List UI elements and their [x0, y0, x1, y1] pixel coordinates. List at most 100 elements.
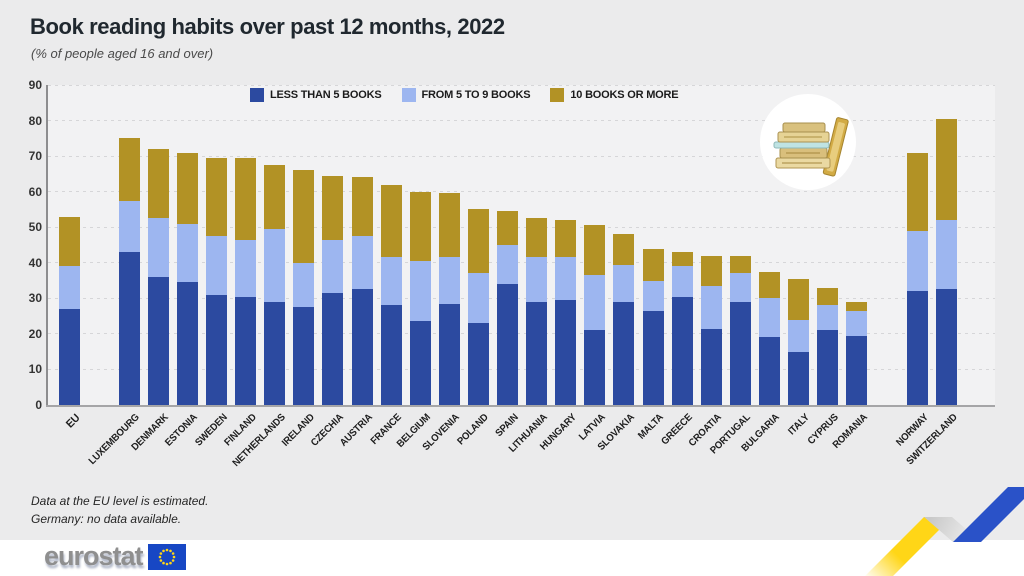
bar-segment-estonia-0	[176, 282, 198, 405]
bar-segment-netherlands-2	[264, 165, 286, 230]
bar-segment-greece-1	[671, 266, 693, 297]
footnote-germany: Germany: no data available.	[31, 512, 182, 526]
bar-segment-malta-2	[642, 248, 664, 281]
gridline-50	[48, 226, 995, 228]
bar-segment-poland-1	[467, 273, 489, 324]
bar-segment-slovakia-1	[613, 264, 635, 302]
bar-segment-hungary-0	[555, 300, 577, 405]
bar-segment-bulgaria-0	[758, 337, 780, 405]
bar-hungary	[555, 220, 577, 405]
bar-segment-portugal-0	[729, 301, 751, 405]
bar-segment-sweden-1	[206, 236, 227, 295]
bar-lithuania	[526, 218, 548, 405]
bar-segment-italy-1	[788, 319, 809, 352]
bar-cyprus	[817, 287, 839, 405]
bar-segment-greece-0	[671, 296, 693, 405]
bar-malta	[642, 248, 664, 405]
bar-portugal	[729, 255, 751, 405]
bar-norway	[907, 152, 928, 405]
bar-segment-france-2	[380, 184, 402, 258]
bar-greece	[671, 252, 693, 405]
bar-denmark	[147, 149, 169, 405]
bar-slovenia	[438, 193, 460, 405]
bar-slovakia	[613, 234, 635, 405]
bar-segment-cyprus-2	[817, 287, 839, 306]
bar-segment-romania-0	[846, 335, 868, 405]
bar-segment-austria-1	[351, 236, 373, 290]
bar-segment-denmark-1	[147, 218, 169, 277]
bar-segment-lithuania-0	[526, 301, 548, 405]
bar-segment-ireland-1	[293, 262, 315, 308]
bar-croatia	[700, 255, 722, 405]
legend-swatch-icon	[250, 88, 264, 102]
y-tick-label-40: 40	[28, 255, 42, 270]
bar-segment-ireland-2	[293, 170, 315, 263]
legend-label: FROM 5 TO 9 BOOKS	[421, 89, 531, 101]
gridline-90	[48, 84, 995, 86]
legend-swatch-icon	[550, 88, 565, 102]
y-tick-label-20: 20	[28, 326, 42, 341]
bar-segment-cyprus-1	[817, 305, 839, 331]
bar-segment-netherlands-1	[264, 229, 286, 302]
bar-estonia	[176, 152, 198, 405]
bar-segment-finland-0	[235, 296, 257, 405]
bar-segment-sweden-0	[206, 294, 227, 405]
bar-segment-czechia-0	[322, 292, 344, 405]
gridline-30	[48, 297, 995, 299]
bar-ireland	[293, 170, 315, 405]
bar-segment-finland-1	[235, 239, 257, 297]
bar-finland	[235, 157, 257, 405]
y-tick-label-80: 80	[28, 113, 42, 128]
bar-segment-italy-2	[788, 278, 809, 320]
bar-segment-luxembourg-0	[118, 252, 140, 405]
page-title: Book reading habits over past 12 months,…	[30, 14, 505, 39]
bar-segment-spain-1	[497, 245, 518, 285]
books-badge	[760, 94, 856, 190]
eurostat-logo: eurostat	[44, 543, 186, 570]
bar-segment-latvia-0	[584, 330, 606, 405]
bar-sweden	[206, 157, 227, 405]
y-tick-label-70: 70	[28, 149, 42, 164]
bar-segment-austria-2	[351, 177, 373, 237]
bar-segment-eu-1	[58, 266, 80, 309]
bar-czechia	[322, 175, 344, 405]
bar-segment-czechia-1	[322, 239, 344, 293]
bar-belgium	[409, 191, 431, 405]
y-tick-label-50: 50	[28, 220, 42, 235]
bar-segment-greece-2	[671, 252, 693, 267]
bar-segment-estonia-2	[176, 152, 198, 224]
bar-segment-spain-2	[497, 211, 518, 245]
bar-latvia	[584, 225, 606, 405]
bar-segment-france-0	[380, 305, 402, 405]
bar-segment-bulgaria-2	[758, 271, 780, 299]
bar-segment-denmark-0	[147, 277, 169, 405]
bar-austria	[351, 177, 373, 405]
eu-flag-icon	[147, 543, 186, 570]
bar-segment-bulgaria-1	[758, 298, 780, 338]
bar-segment-spain-0	[497, 284, 518, 405]
bar-segment-belgium-0	[409, 321, 431, 405]
bar-segment-switzerland-1	[936, 220, 958, 290]
bar-eu	[58, 216, 80, 405]
bar-segment-austria-0	[351, 289, 373, 405]
bar-segment-belgium-1	[409, 261, 431, 322]
legend-swatch-icon	[401, 88, 416, 102]
y-tick-label-60: 60	[28, 184, 42, 199]
book-stack-icon	[773, 117, 849, 177]
bar-italy	[788, 278, 809, 405]
y-axis-line	[46, 85, 48, 406]
bar-segment-hungary-1	[555, 257, 577, 301]
bar-segment-portugal-2	[729, 255, 751, 274]
bar-segment-slovakia-2	[613, 234, 635, 265]
y-tick-label-10: 10	[28, 362, 42, 377]
legend-label: 10 BOOKS OR MORE	[570, 89, 679, 101]
bar-segment-finland-2	[235, 157, 257, 240]
footnote-eu-estimated: Data at the EU level is estimated.	[31, 494, 209, 508]
bar-segment-lithuania-2	[526, 218, 548, 258]
legend-item-0: LESS THAN 5 BOOKS	[250, 88, 382, 102]
bar-segment-netherlands-0	[264, 301, 286, 405]
bar-segment-malta-1	[642, 280, 664, 311]
bar-segment-croatia-0	[700, 328, 722, 405]
gridline-40	[48, 262, 995, 264]
